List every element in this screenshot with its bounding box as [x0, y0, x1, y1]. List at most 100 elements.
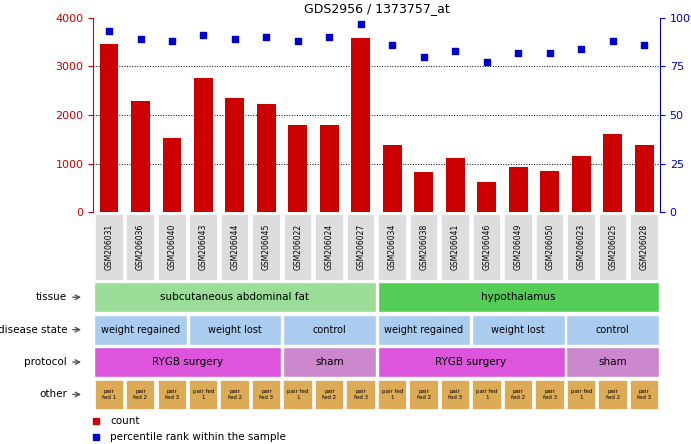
FancyBboxPatch shape: [536, 380, 564, 409]
Text: GSM206043: GSM206043: [199, 223, 208, 270]
FancyBboxPatch shape: [126, 214, 154, 280]
FancyBboxPatch shape: [158, 214, 185, 280]
Bar: [446, 158, 465, 212]
Title: GDS2956 / 1373757_at: GDS2956 / 1373757_at: [304, 2, 449, 15]
FancyBboxPatch shape: [378, 214, 406, 280]
FancyBboxPatch shape: [473, 214, 500, 280]
Point: [545, 49, 556, 56]
FancyBboxPatch shape: [410, 214, 437, 280]
Point: [104, 28, 115, 35]
Text: RYGB surgery: RYGB surgery: [152, 357, 223, 367]
Text: pair fed
1: pair fed 1: [381, 389, 403, 400]
Text: pair fed
1: pair fed 1: [193, 389, 214, 400]
FancyBboxPatch shape: [598, 380, 627, 409]
FancyBboxPatch shape: [347, 214, 375, 280]
Text: pair fed
1: pair fed 1: [571, 389, 592, 400]
FancyBboxPatch shape: [536, 214, 563, 280]
Text: pair
fed 2: pair fed 2: [417, 389, 431, 400]
Text: GSM206038: GSM206038: [419, 223, 428, 270]
Point: [638, 41, 650, 48]
Text: percentile rank within the sample: percentile rank within the sample: [111, 432, 286, 442]
FancyBboxPatch shape: [315, 380, 343, 409]
Bar: [257, 104, 276, 212]
Text: pair
fed 3: pair fed 3: [259, 389, 274, 400]
Bar: [415, 172, 433, 212]
FancyBboxPatch shape: [252, 380, 281, 409]
FancyBboxPatch shape: [283, 380, 312, 409]
Text: pair
fed 3: pair fed 3: [542, 389, 557, 400]
FancyBboxPatch shape: [189, 315, 281, 345]
Point: [387, 41, 398, 48]
Text: RYGB surgery: RYGB surgery: [435, 357, 507, 367]
Point: [481, 59, 492, 66]
FancyBboxPatch shape: [377, 315, 470, 345]
Bar: [603, 134, 622, 212]
Text: GSM206027: GSM206027: [357, 223, 366, 270]
Bar: [477, 182, 496, 212]
Text: weight lost: weight lost: [491, 325, 545, 335]
Text: weight regained: weight regained: [101, 325, 180, 335]
Bar: [194, 78, 213, 212]
Text: GSM206050: GSM206050: [545, 223, 554, 270]
Text: GSM206031: GSM206031: [104, 223, 113, 270]
Point: [355, 20, 366, 27]
Text: pair
fed 3: pair fed 3: [637, 389, 651, 400]
Point: [324, 34, 335, 41]
Point: [261, 34, 272, 41]
Text: count: count: [111, 416, 140, 426]
Text: pair
fed 3: pair fed 3: [165, 389, 179, 400]
Text: protocol: protocol: [24, 357, 67, 367]
Point: [450, 47, 461, 54]
FancyBboxPatch shape: [598, 214, 626, 280]
FancyBboxPatch shape: [252, 214, 280, 280]
Bar: [352, 38, 370, 212]
FancyBboxPatch shape: [95, 380, 123, 409]
FancyBboxPatch shape: [441, 214, 468, 280]
Point: [135, 36, 146, 43]
Text: disease state: disease state: [0, 325, 67, 335]
Text: control: control: [596, 325, 630, 335]
Bar: [571, 156, 591, 212]
FancyBboxPatch shape: [346, 380, 375, 409]
Bar: [162, 138, 182, 212]
Text: pair
fed 2: pair fed 2: [228, 389, 242, 400]
FancyBboxPatch shape: [94, 347, 281, 377]
Bar: [635, 145, 654, 212]
Bar: [540, 171, 559, 212]
FancyBboxPatch shape: [377, 347, 565, 377]
Text: GSM206023: GSM206023: [577, 223, 586, 270]
Text: GSM206022: GSM206022: [294, 224, 303, 270]
Text: pair
fed 2: pair fed 2: [605, 389, 620, 400]
Point: [198, 32, 209, 39]
FancyBboxPatch shape: [504, 380, 532, 409]
FancyBboxPatch shape: [441, 380, 469, 409]
Point: [576, 45, 587, 52]
Bar: [225, 99, 245, 212]
FancyBboxPatch shape: [158, 380, 186, 409]
FancyBboxPatch shape: [567, 347, 659, 377]
Text: pair
fed 1: pair fed 1: [102, 389, 116, 400]
FancyBboxPatch shape: [220, 380, 249, 409]
FancyBboxPatch shape: [377, 282, 659, 312]
FancyBboxPatch shape: [95, 214, 122, 280]
Text: GSM206025: GSM206025: [608, 223, 617, 270]
Text: GSM206034: GSM206034: [388, 223, 397, 270]
FancyBboxPatch shape: [630, 214, 658, 280]
Point: [607, 38, 618, 45]
FancyBboxPatch shape: [567, 214, 595, 280]
Text: subcutaneous abdominal fat: subcutaneous abdominal fat: [160, 292, 310, 302]
Text: weight regained: weight regained: [384, 325, 464, 335]
FancyBboxPatch shape: [284, 214, 312, 280]
Point: [229, 36, 240, 43]
Point: [292, 38, 303, 45]
FancyBboxPatch shape: [189, 380, 217, 409]
FancyBboxPatch shape: [189, 214, 217, 280]
FancyBboxPatch shape: [283, 315, 376, 345]
Text: pair
fed 2: pair fed 2: [322, 389, 337, 400]
FancyBboxPatch shape: [126, 380, 154, 409]
Bar: [100, 44, 118, 212]
Text: GSM206045: GSM206045: [262, 223, 271, 270]
Text: other: other: [39, 389, 67, 400]
FancyBboxPatch shape: [409, 380, 437, 409]
Text: tissue: tissue: [36, 292, 67, 302]
